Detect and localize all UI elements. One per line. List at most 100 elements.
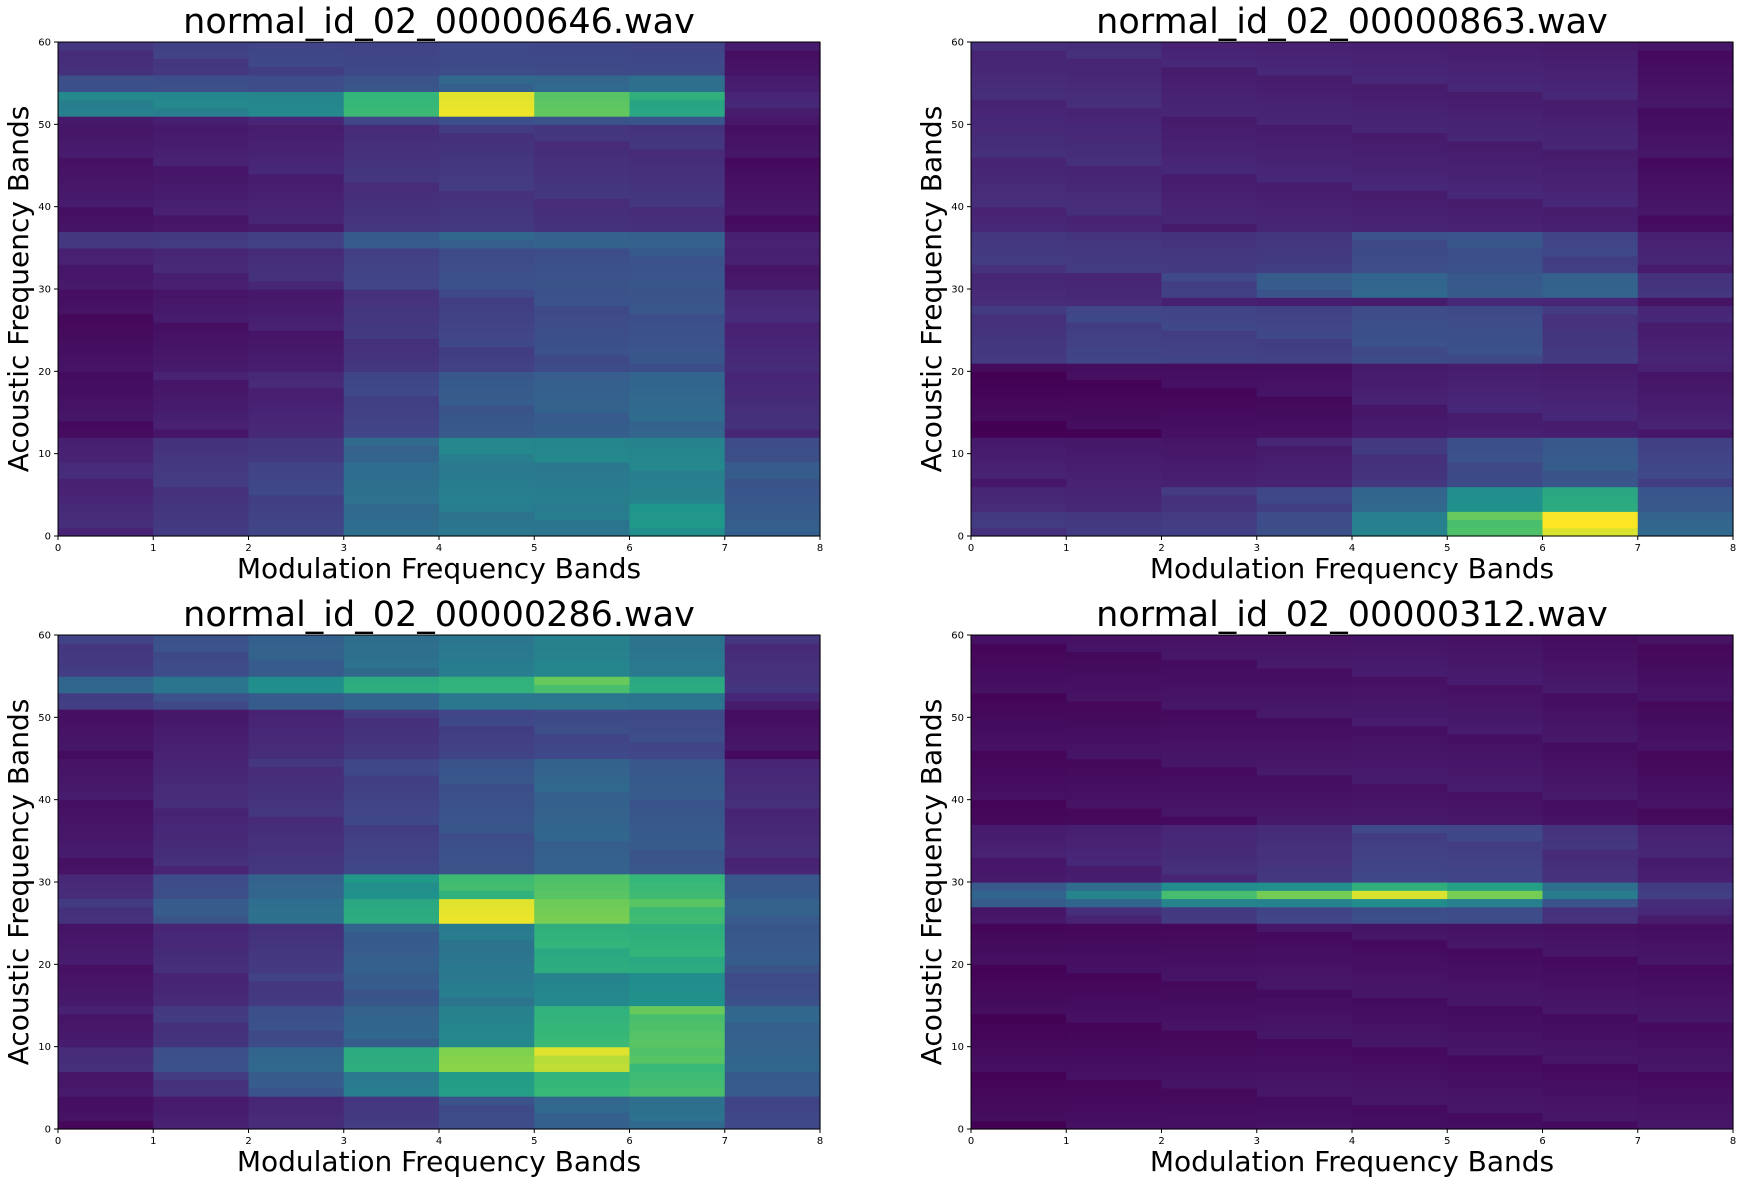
- heatmap-cell: [58, 396, 154, 405]
- heatmap-cell: [1256, 692, 1353, 702]
- heatmap-cell: [629, 83, 726, 92]
- heatmap-cell: [1256, 972, 1353, 982]
- heatmap-cell: [1161, 231, 1258, 241]
- heatmap-cell: [153, 972, 250, 982]
- heatmap-cell: [58, 74, 154, 84]
- heatmap-cell: [971, 321, 1067, 331]
- heatmap-cell: [1066, 346, 1163, 356]
- heatmap-cell: [343, 997, 440, 1007]
- y-tick-label: 20: [38, 960, 51, 971]
- heatmap-cell: [971, 132, 1067, 142]
- heatmap-cell: [1066, 461, 1163, 471]
- heatmap-cell: [58, 1013, 154, 1023]
- heatmap-cell: [439, 964, 535, 974]
- heatmap-cell: [439, 972, 535, 982]
- heatmap-cell: [1447, 519, 1544, 529]
- heatmap-cell: [1161, 799, 1258, 809]
- heatmap-cell: [439, 437, 535, 447]
- heatmap-cell: [1637, 750, 1734, 760]
- x-tick-label: 0: [55, 543, 61, 554]
- heatmap-cell: [248, 684, 345, 694]
- heatmap-cell: [58, 717, 154, 727]
- heatmap-cell: [58, 280, 154, 290]
- heatmap-cell: [629, 305, 726, 315]
- heatmap-cell: [1542, 1013, 1639, 1023]
- heatmap-cell: [248, 931, 345, 941]
- heatmap-cell: [971, 700, 1067, 710]
- heatmap-cell: [971, 289, 1067, 298]
- heatmap-cell: [1447, 453, 1544, 463]
- heatmap-cell: [248, 214, 345, 224]
- heatmap-cell: [1352, 50, 1448, 60]
- heatmap-cell: [248, 198, 345, 208]
- heatmap-cell: [1256, 667, 1353, 677]
- heatmap-cell: [1542, 667, 1639, 677]
- heatmap-cell: [248, 289, 345, 298]
- heatmap-cell: [534, 214, 631, 224]
- heatmap-cell: [1161, 849, 1258, 858]
- heatmap-cell: [1447, 116, 1544, 125]
- heatmap-cell: [1352, 684, 1448, 694]
- heatmap-cell: [153, 1096, 250, 1105]
- heatmap-cell: [1447, 305, 1544, 315]
- heatmap-cell: [1352, 857, 1448, 867]
- heatmap-cell: [1637, 766, 1734, 776]
- heatmap-cell: [724, 840, 821, 850]
- heatmap-cell: [1256, 700, 1353, 710]
- heatmap-cell: [1066, 157, 1163, 167]
- heatmap-cell: [971, 247, 1067, 257]
- heatmap-cell: [724, 816, 821, 825]
- heatmap-cell: [58, 99, 154, 109]
- heatmap-cell: [153, 289, 250, 298]
- heatmap-cell: [1161, 989, 1258, 998]
- heatmap-cell: [629, 470, 726, 479]
- heatmap-cell: [248, 947, 345, 957]
- heatmap-cell: [153, 42, 250, 51]
- heatmap-cell: [58, 231, 154, 241]
- heatmap-cell: [724, 1112, 821, 1122]
- heatmap-cell: [1352, 74, 1448, 84]
- heatmap-cell: [1542, 50, 1639, 60]
- heatmap-cell: [1542, 297, 1639, 307]
- heatmap-cell: [153, 99, 250, 109]
- heatmap-cell: [1447, 149, 1544, 158]
- heatmap-cell: [58, 503, 154, 512]
- heatmap-cell: [153, 58, 250, 68]
- heatmap-cell: [724, 346, 821, 356]
- heatmap-cell: [1256, 857, 1353, 867]
- heatmap-cell: [1352, 643, 1448, 653]
- heatmap-cell: [1637, 807, 1734, 817]
- heatmap-cell: [1352, 478, 1448, 488]
- heatmap-cell: [724, 906, 821, 916]
- heatmap-cell: [1352, 214, 1448, 224]
- heatmap-cell: [534, 807, 631, 817]
- heatmap-cell: [1161, 956, 1258, 965]
- heatmap-cell: [1161, 74, 1258, 84]
- heatmap-cell: [1637, 181, 1734, 191]
- heatmap-cell: [343, 165, 440, 175]
- heatmap-cell: [534, 1071, 631, 1081]
- heatmap-cell: [1066, 321, 1163, 331]
- heatmap-cell: [534, 766, 631, 776]
- heatmap-cell: [248, 849, 345, 858]
- heatmap-cell: [1637, 305, 1734, 315]
- heatmap-cell: [248, 832, 345, 842]
- x-tick-label: 2: [245, 1136, 251, 1147]
- heatmap-cell: [971, 181, 1067, 191]
- heatmap-cell: [153, 371, 250, 381]
- heatmap-cell: [1542, 387, 1639, 397]
- heatmap-cell: [724, 750, 821, 760]
- heatmap-cell: [439, 354, 535, 364]
- heatmap-cell: [1352, 264, 1448, 274]
- heatmap-cell: [439, 338, 535, 348]
- heatmap-cell: [971, 939, 1067, 949]
- heatmap-cell: [153, 1013, 250, 1023]
- heatmap-cell: [58, 1054, 154, 1064]
- heatmap-cell: [724, 206, 821, 216]
- heatmap-cell: [58, 42, 154, 51]
- heatmap-cell: [629, 742, 726, 751]
- heatmap-cell: [343, 42, 440, 51]
- heatmap-cell: [248, 939, 345, 949]
- heatmap-cell: [971, 58, 1067, 68]
- heatmap-cell: [629, 1005, 726, 1015]
